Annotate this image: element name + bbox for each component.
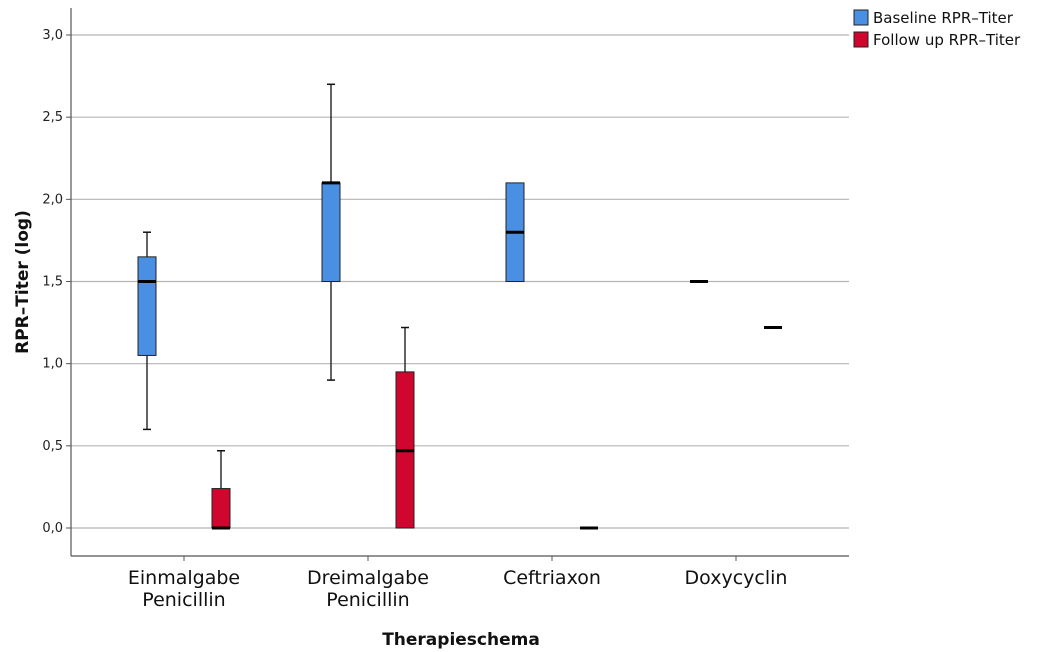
y-tick-label: 2,5: [42, 110, 63, 125]
y-tick-labels: 0,0 0,5 1,0 1,5 2,0 2,5 3,0: [42, 28, 63, 536]
x-category-label: Ceftriaxon: [503, 567, 601, 589]
y-tick-label: 2,0: [42, 192, 63, 207]
box-followup: [211, 450, 231, 530]
legend-label: Follow up RPR–Titer: [873, 31, 1021, 49]
y-tick-label: 1,0: [42, 357, 63, 372]
iqr-box: [137, 256, 157, 356]
legend: Baseline RPR–Titer Follow up RPR–Titer: [853, 9, 1021, 49]
y-tick-label: 0,5: [42, 439, 63, 454]
iqr-box: [321, 182, 341, 282]
x-axis-title: Therapieschema: [382, 630, 540, 650]
y-axis-title: RPR–Titer (log): [13, 210, 33, 354]
legend-swatch: [853, 31, 869, 48]
box-baseline: [321, 83, 341, 381]
box-plots: [137, 83, 782, 530]
gridlines: [66, 34, 849, 529]
x-category-label: Einmalgabe: [128, 567, 240, 589]
legend-label: Baseline RPR–Titer: [873, 9, 1014, 27]
x-category-labels: EinmalgabePenicillinDreimalgabePenicilli…: [128, 567, 788, 611]
y-tick-label: 1,5: [42, 275, 63, 290]
y-tick-label: 0,0: [42, 521, 63, 536]
x-category-label: Penicillin: [326, 589, 409, 611]
axes: [70, 8, 849, 561]
x-category-label: Dreimalgabe: [307, 567, 429, 589]
legend-swatch: [853, 9, 869, 26]
x-category-label: Penicillin: [142, 589, 225, 611]
box-baseline: [505, 182, 525, 282]
iqr-box: [211, 488, 231, 529]
x-category-label: Doxycyclin: [685, 567, 788, 589]
y-tick-label: 3,0: [42, 28, 63, 43]
box-baseline: [137, 231, 157, 431]
box-followup: [395, 326, 415, 529]
